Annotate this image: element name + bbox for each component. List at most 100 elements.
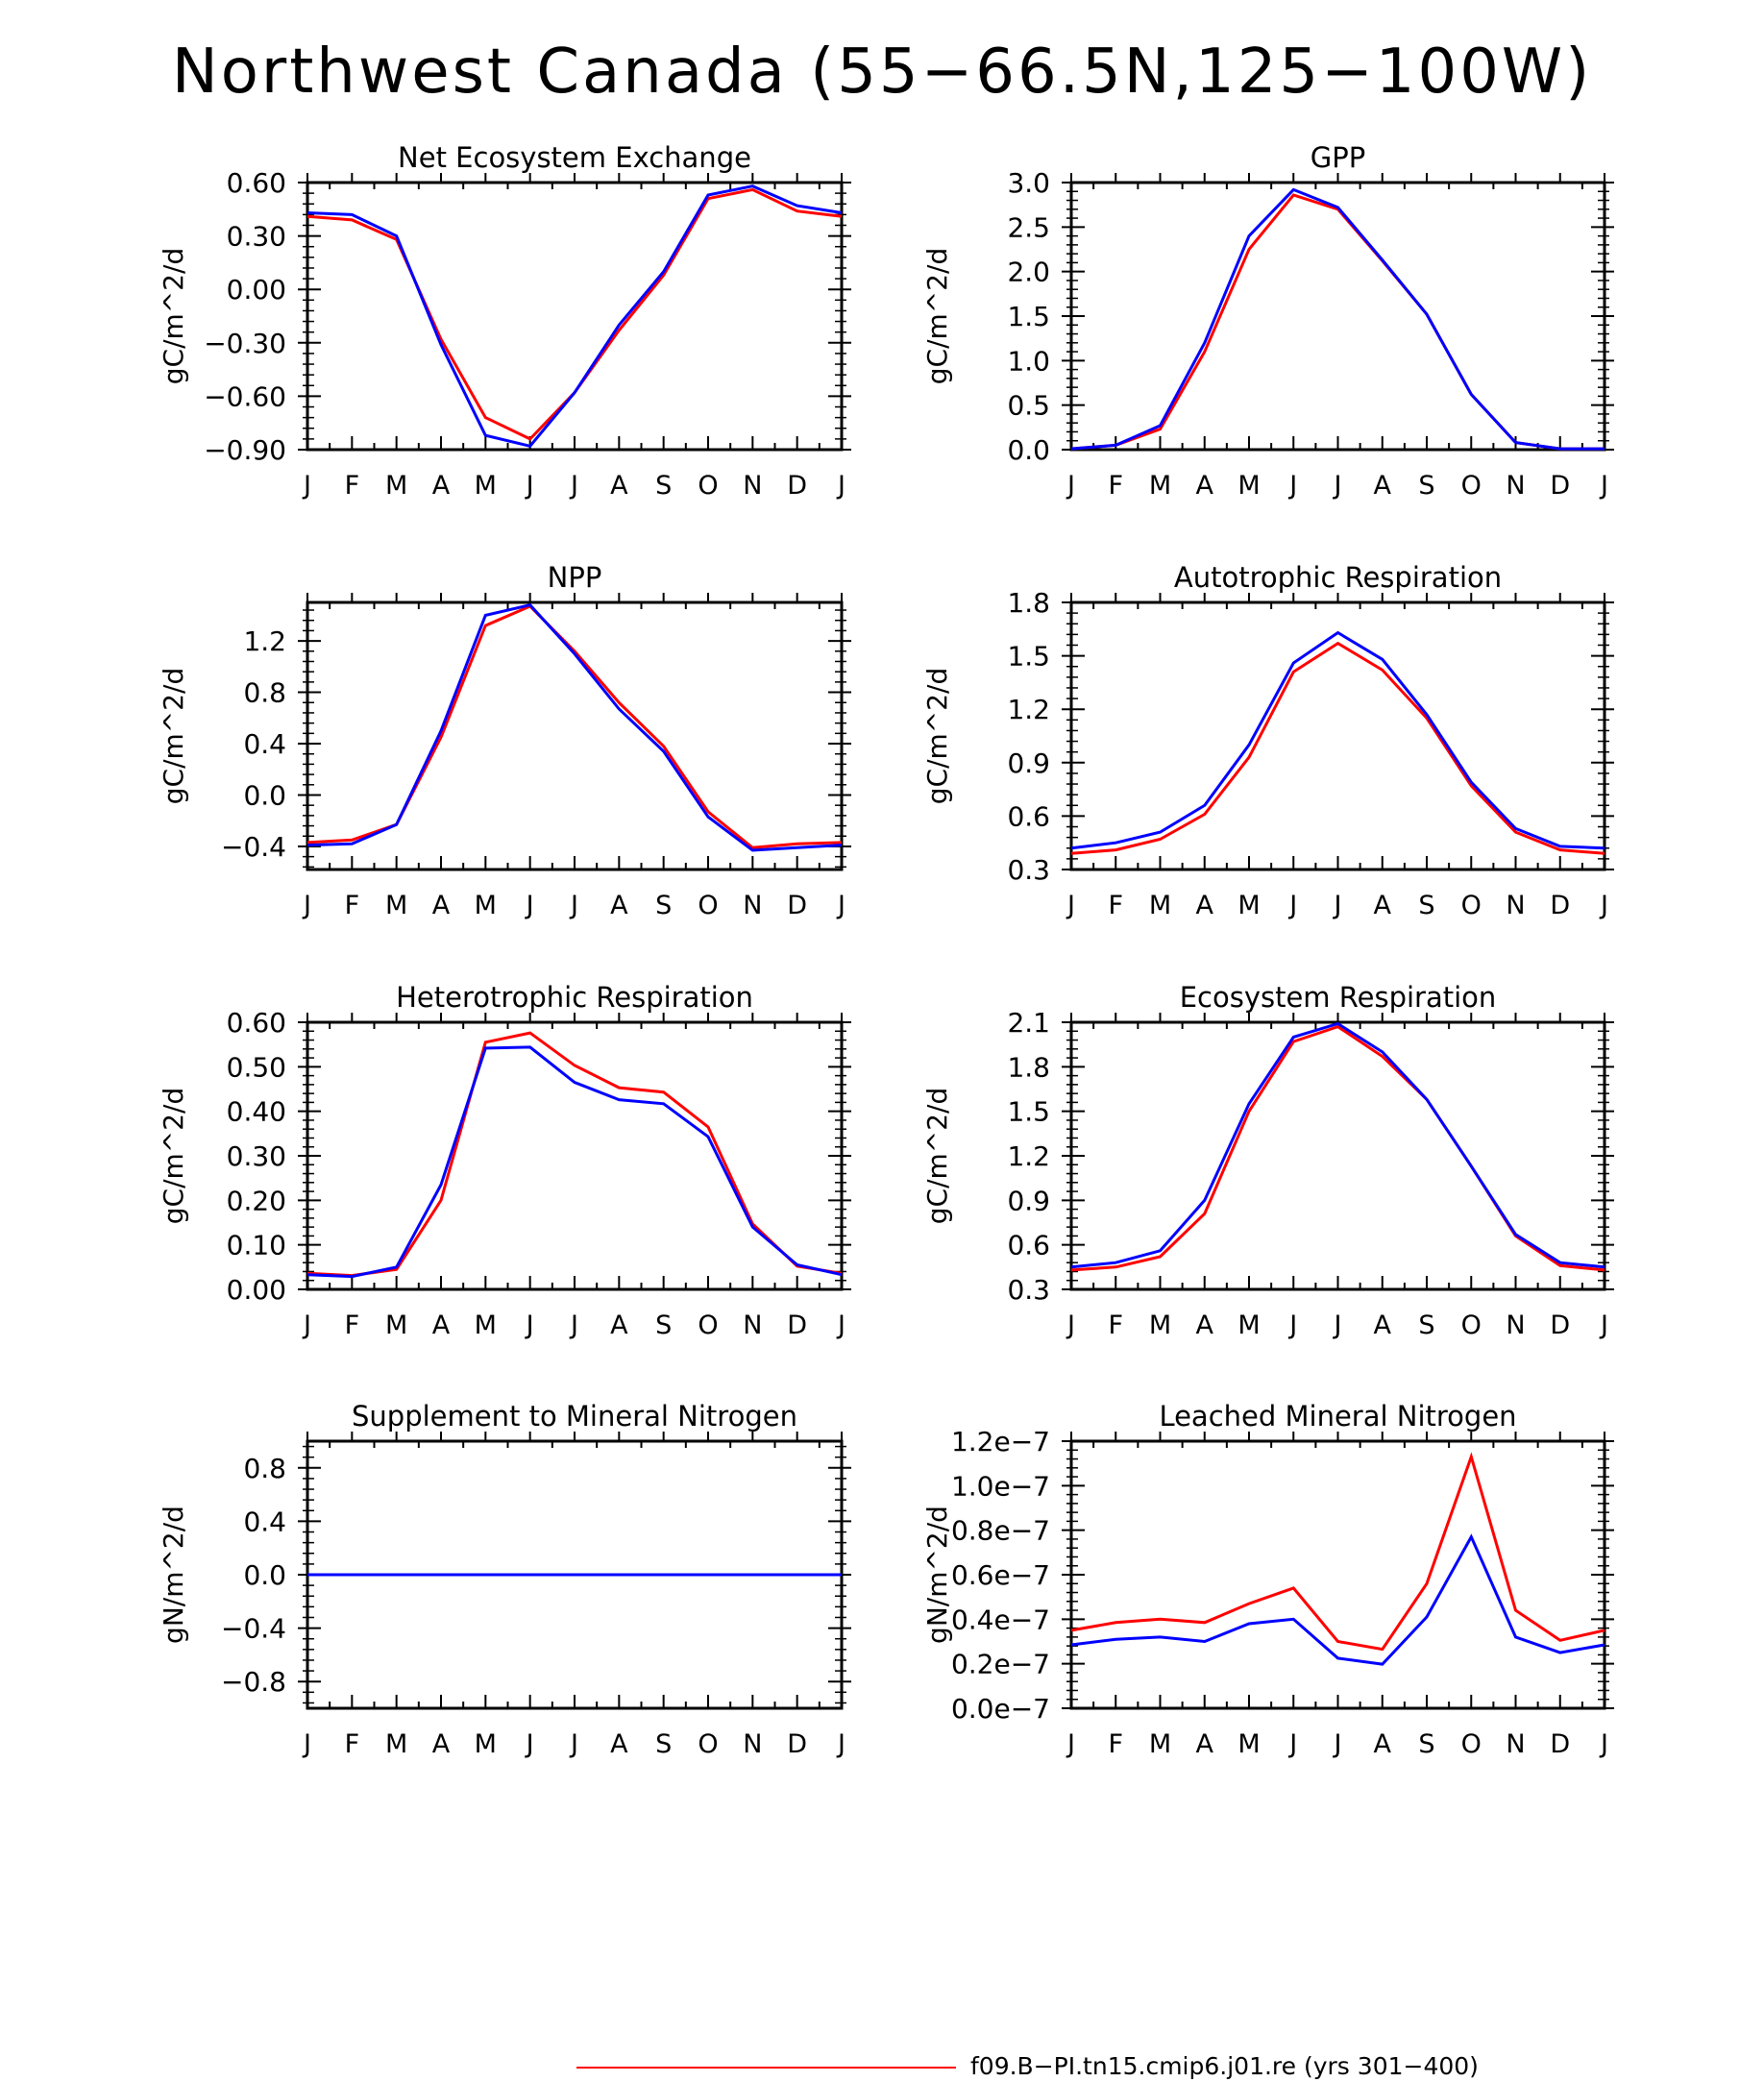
- x-tick-label: M: [385, 471, 407, 501]
- series-line: [306, 187, 843, 441]
- y-tick-label: 1.2e−7: [951, 1426, 1050, 1457]
- chart-panel: J F M A M J J A S O N D J0.600.500.400.300.200.100.0…: [158, 981, 851, 1340]
- y-tick-label: −0.4: [221, 831, 286, 863]
- y-tick-label: 1.0e−7: [951, 1470, 1050, 1502]
- y-tick-label: 0.6: [1007, 800, 1050, 832]
- y-tick-label: 0.00: [227, 1274, 286, 1306]
- x-tick-label: F: [1108, 891, 1123, 920]
- x-tick-label: M: [1149, 891, 1171, 920]
- panel-title: Net Ecosystem Exchange: [398, 141, 751, 174]
- x-tick-label: J: [836, 471, 845, 501]
- x-tick-label: N: [1506, 471, 1525, 501]
- x-tick-label: D: [787, 471, 807, 501]
- x-tick-label: M: [1237, 1310, 1260, 1340]
- x-tick-label: J: [1287, 471, 1297, 501]
- y-tick-label: 0.10: [227, 1230, 286, 1261]
- x-tick-label: J: [1066, 1310, 1075, 1340]
- y-tick-label: 0.6: [1007, 1230, 1050, 1261]
- y-tick-label: 1.8: [1007, 1051, 1050, 1083]
- x-tick-label: D: [1550, 891, 1570, 920]
- x-tick-label: S: [1418, 471, 1434, 501]
- x-tick-label: F: [345, 1729, 360, 1759]
- x-tick-label: J: [525, 1729, 534, 1759]
- x-tick-label: J: [302, 1729, 311, 1759]
- legend-label: f09.B−PI.tn15.cmip6.j01.re (yrs 301−400): [970, 2052, 1479, 2080]
- x-tick-label: F: [345, 891, 360, 920]
- x-tick-label: J: [1599, 1310, 1608, 1340]
- y-tick-label: −0.8: [221, 1666, 286, 1698]
- x-tick-label: N: [1506, 1729, 1525, 1759]
- y-tick-label: 2.5: [1007, 211, 1050, 243]
- x-tick-label: A: [1196, 471, 1214, 501]
- chart-panel: J F M A M J J A S O N D J3.02.52.01.51.00.50.0GPPgC/…: [921, 141, 1614, 501]
- series-line: [306, 1045, 843, 1279]
- x-tick-label: F: [1108, 1729, 1123, 1759]
- x-tick-label: J: [1333, 1729, 1342, 1759]
- x-tick-label: J: [525, 471, 534, 501]
- x-tick-label: S: [655, 891, 672, 920]
- x-tick-label: M: [385, 1310, 407, 1340]
- chart-panel: J F M A M J J A S O N D J2.11.81.51.20.90.60.3Ecosys…: [921, 981, 1614, 1340]
- x-tick-label: J: [525, 891, 534, 920]
- y-tick-label: 0.4: [243, 728, 286, 760]
- series-line: [1070, 1452, 1605, 1652]
- legend: f09.B−PI.tn15.cmip6.j01.re (yrs 301−400): [576, 2052, 1729, 2082]
- x-tick-label: M: [475, 891, 497, 920]
- y-axis-label: gC/m^2/d: [158, 668, 189, 805]
- x-tick-label: J: [569, 471, 578, 501]
- x-tick-label: A: [1196, 1729, 1214, 1759]
- x-tick-label: S: [655, 471, 672, 501]
- y-tick-label: 0.8: [243, 1453, 286, 1484]
- x-tick-label: M: [475, 1729, 497, 1759]
- x-tick-label: N: [1506, 1310, 1525, 1340]
- x-tick-label: J: [1599, 1729, 1608, 1759]
- x-tick-label: A: [432, 471, 451, 501]
- y-tick-label: 0.20: [227, 1185, 286, 1216]
- x-tick-label: M: [1149, 1729, 1171, 1759]
- x-tick-label: A: [432, 1729, 451, 1759]
- plot-frame: [1069, 181, 1606, 452]
- y-tick-label: 2.1: [1007, 1007, 1050, 1039]
- x-tick-label: M: [475, 1310, 497, 1340]
- plot-frame: [306, 181, 844, 452]
- x-tick-label: N: [743, 1310, 762, 1340]
- x-tick-label: F: [345, 471, 360, 501]
- x-tick-label: J: [569, 1310, 578, 1340]
- x-tick-label: M: [1149, 471, 1171, 501]
- y-tick-label: 0.3: [1007, 1274, 1050, 1306]
- x-tick-label: J: [302, 471, 311, 501]
- series-line: [1070, 1533, 1605, 1666]
- plot-frame: [1069, 1020, 1606, 1291]
- x-tick-label: A: [432, 891, 451, 920]
- x-tick-label: O: [1461, 471, 1482, 501]
- x-tick-label: J: [836, 1729, 845, 1759]
- y-tick-label: 0.0: [243, 1559, 286, 1591]
- x-tick-label: D: [1550, 1729, 1570, 1759]
- y-tick-label: 0.4e−7: [951, 1604, 1050, 1635]
- x-tick-label: N: [743, 1729, 762, 1759]
- x-tick-label: D: [1550, 1310, 1570, 1340]
- chart-panel: J F M A M J J A S O N D J1.2e−71.0e−70.8e−70.6e−70.4…: [921, 1400, 1614, 1759]
- x-tick-label: M: [385, 1729, 407, 1759]
- series-line: [306, 603, 843, 852]
- x-tick-label: M: [1237, 471, 1260, 501]
- x-tick-label: J: [525, 1310, 534, 1340]
- x-tick-label: A: [1196, 1310, 1214, 1340]
- y-tick-label: 0.40: [227, 1096, 286, 1128]
- y-axis-label: gC/m^2/d: [158, 1088, 189, 1225]
- y-tick-label: 0.0: [243, 779, 286, 811]
- panel-title: Autotrophic Respiration: [1174, 561, 1502, 594]
- x-tick-label: J: [302, 891, 311, 920]
- x-tick-label: M: [1237, 1729, 1260, 1759]
- y-tick-label: 0.30: [227, 1140, 286, 1172]
- x-tick-label: A: [610, 471, 628, 501]
- x-tick-label: J: [1333, 891, 1342, 920]
- chart-panel: J F M A M J J A S O N D J0.80.40.0−0.4−0.8Supplement…: [158, 1400, 851, 1759]
- x-tick-label: S: [1418, 1729, 1434, 1759]
- x-tick-label: S: [655, 1729, 672, 1759]
- page-title: Northwest Canada (55−66.5N,125−100W): [171, 37, 1593, 108]
- x-tick-label: M: [1149, 1310, 1171, 1340]
- y-axis-label: gC/m^2/d: [921, 248, 953, 385]
